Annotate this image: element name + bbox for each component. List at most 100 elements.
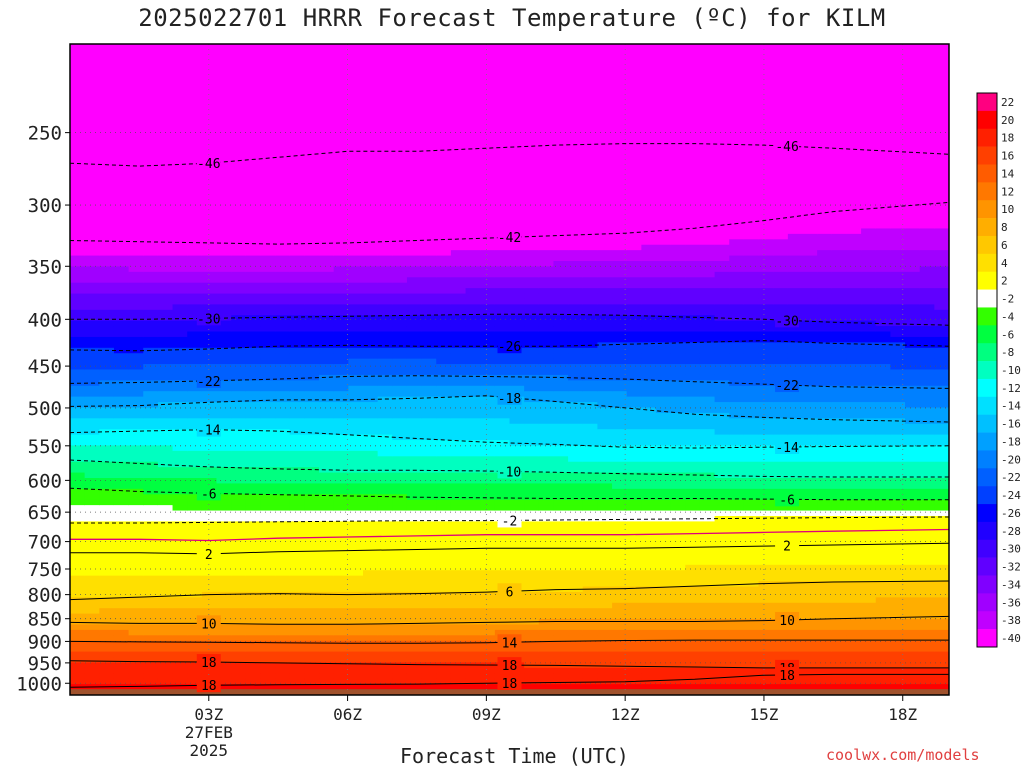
temperature-cell [363,526,379,533]
temperature-cell [656,651,672,658]
temperature-cell [333,478,349,485]
temperature-cell [128,336,144,343]
temperature-cell [626,65,642,72]
temperature-cell [70,456,86,463]
temperature-cell [465,71,481,78]
temperature-cell [143,282,159,289]
temperature-cell [319,44,335,51]
temperature-cell [406,499,423,506]
temperature-cell [260,103,276,110]
temperature-cell [480,467,496,474]
temperature-cell [260,564,276,571]
temperature-cell [245,342,262,349]
temperature-cell [553,336,569,343]
temperature-cell [348,44,364,51]
temperature-cell [216,396,232,403]
temperature-cell [231,407,247,414]
temperature-cell [494,147,511,154]
temperature-cell [304,282,320,289]
temperature-cell [582,298,598,305]
temperature-cell [656,315,672,322]
temperature-cell [392,179,408,186]
temperature-cell [70,109,86,116]
temperature-cell [363,44,379,51]
temperature-cell [421,168,437,175]
temperature-cell [70,255,86,262]
temperature-cell [465,412,481,419]
temperature-cell [582,217,598,224]
temperature-cell [70,168,86,175]
temperature-cell [260,239,276,246]
temperature-cell [157,635,174,642]
temperature-cell [465,76,481,83]
temperature-cell [582,450,598,457]
temperature-cell [84,619,100,626]
temperature-cell [494,125,511,132]
temperature-cell [143,288,159,295]
temperature-cell [333,635,349,642]
temperature-cell [172,81,188,88]
temperature-cell [70,407,86,414]
temperature-cell [626,60,642,67]
temperature-cell [348,81,364,88]
temperature-cell [406,233,423,240]
temperature-cell [450,239,467,246]
temperature-cell [99,65,115,72]
temperature-cell [480,510,496,517]
temperature-cell [597,369,613,376]
temperature-cell [128,250,144,257]
temperature-cell [465,624,481,631]
temperature-cell [333,71,349,78]
temperature-cell [319,575,335,582]
temperature-cell [333,619,349,626]
temperature-cell [70,461,86,468]
temperature-cell [450,559,467,566]
temperature-cell [509,407,525,414]
temperature-cell [84,532,100,539]
temperature-cell [143,570,159,577]
temperature-cell [656,190,672,197]
temperature-cell [128,423,144,430]
temperature-cell [597,461,613,468]
temperature-cell [348,478,364,485]
temperature-cell [465,331,481,338]
temperature-cell [465,521,481,528]
temperature-cell [553,608,569,615]
temperature-cell [172,673,188,680]
temperature-cell [157,673,174,680]
temperature-cell [304,125,320,132]
temperature-cell [480,304,496,311]
temperature-cell [494,201,511,208]
temperature-cell [99,103,115,110]
temperature-cell [245,168,262,175]
temperature-cell [113,374,130,381]
temperature-cell [436,119,452,126]
temperature-cell [480,250,496,257]
temperature-cell [319,635,335,642]
temperature-cell [201,597,218,604]
temperature-cell [113,488,130,495]
temperature-cell [524,369,540,376]
temperature-cell [304,597,320,604]
temperature-cell [363,543,379,550]
temperature-cell [260,261,276,268]
temperature-cell [465,152,481,159]
temperature-cell [289,494,305,501]
temperature-cell [553,499,569,506]
temperature-cell [392,613,408,620]
temperature-cell [304,206,320,213]
temperature-cell [231,336,247,343]
temperature-cell [128,434,144,441]
temperature-cell [99,109,115,116]
temperature-cell [319,315,335,322]
temperature-cell [348,640,364,647]
temperature-cell [143,515,159,522]
temperature-cell [553,369,569,376]
temperature-cell [70,526,86,533]
temperature-cell [509,49,525,56]
temperature-cell [216,271,232,278]
temperature-cell [348,315,364,322]
temperature-cell [231,483,247,490]
temperature-cell [245,646,262,653]
temperature-cell [656,44,672,51]
